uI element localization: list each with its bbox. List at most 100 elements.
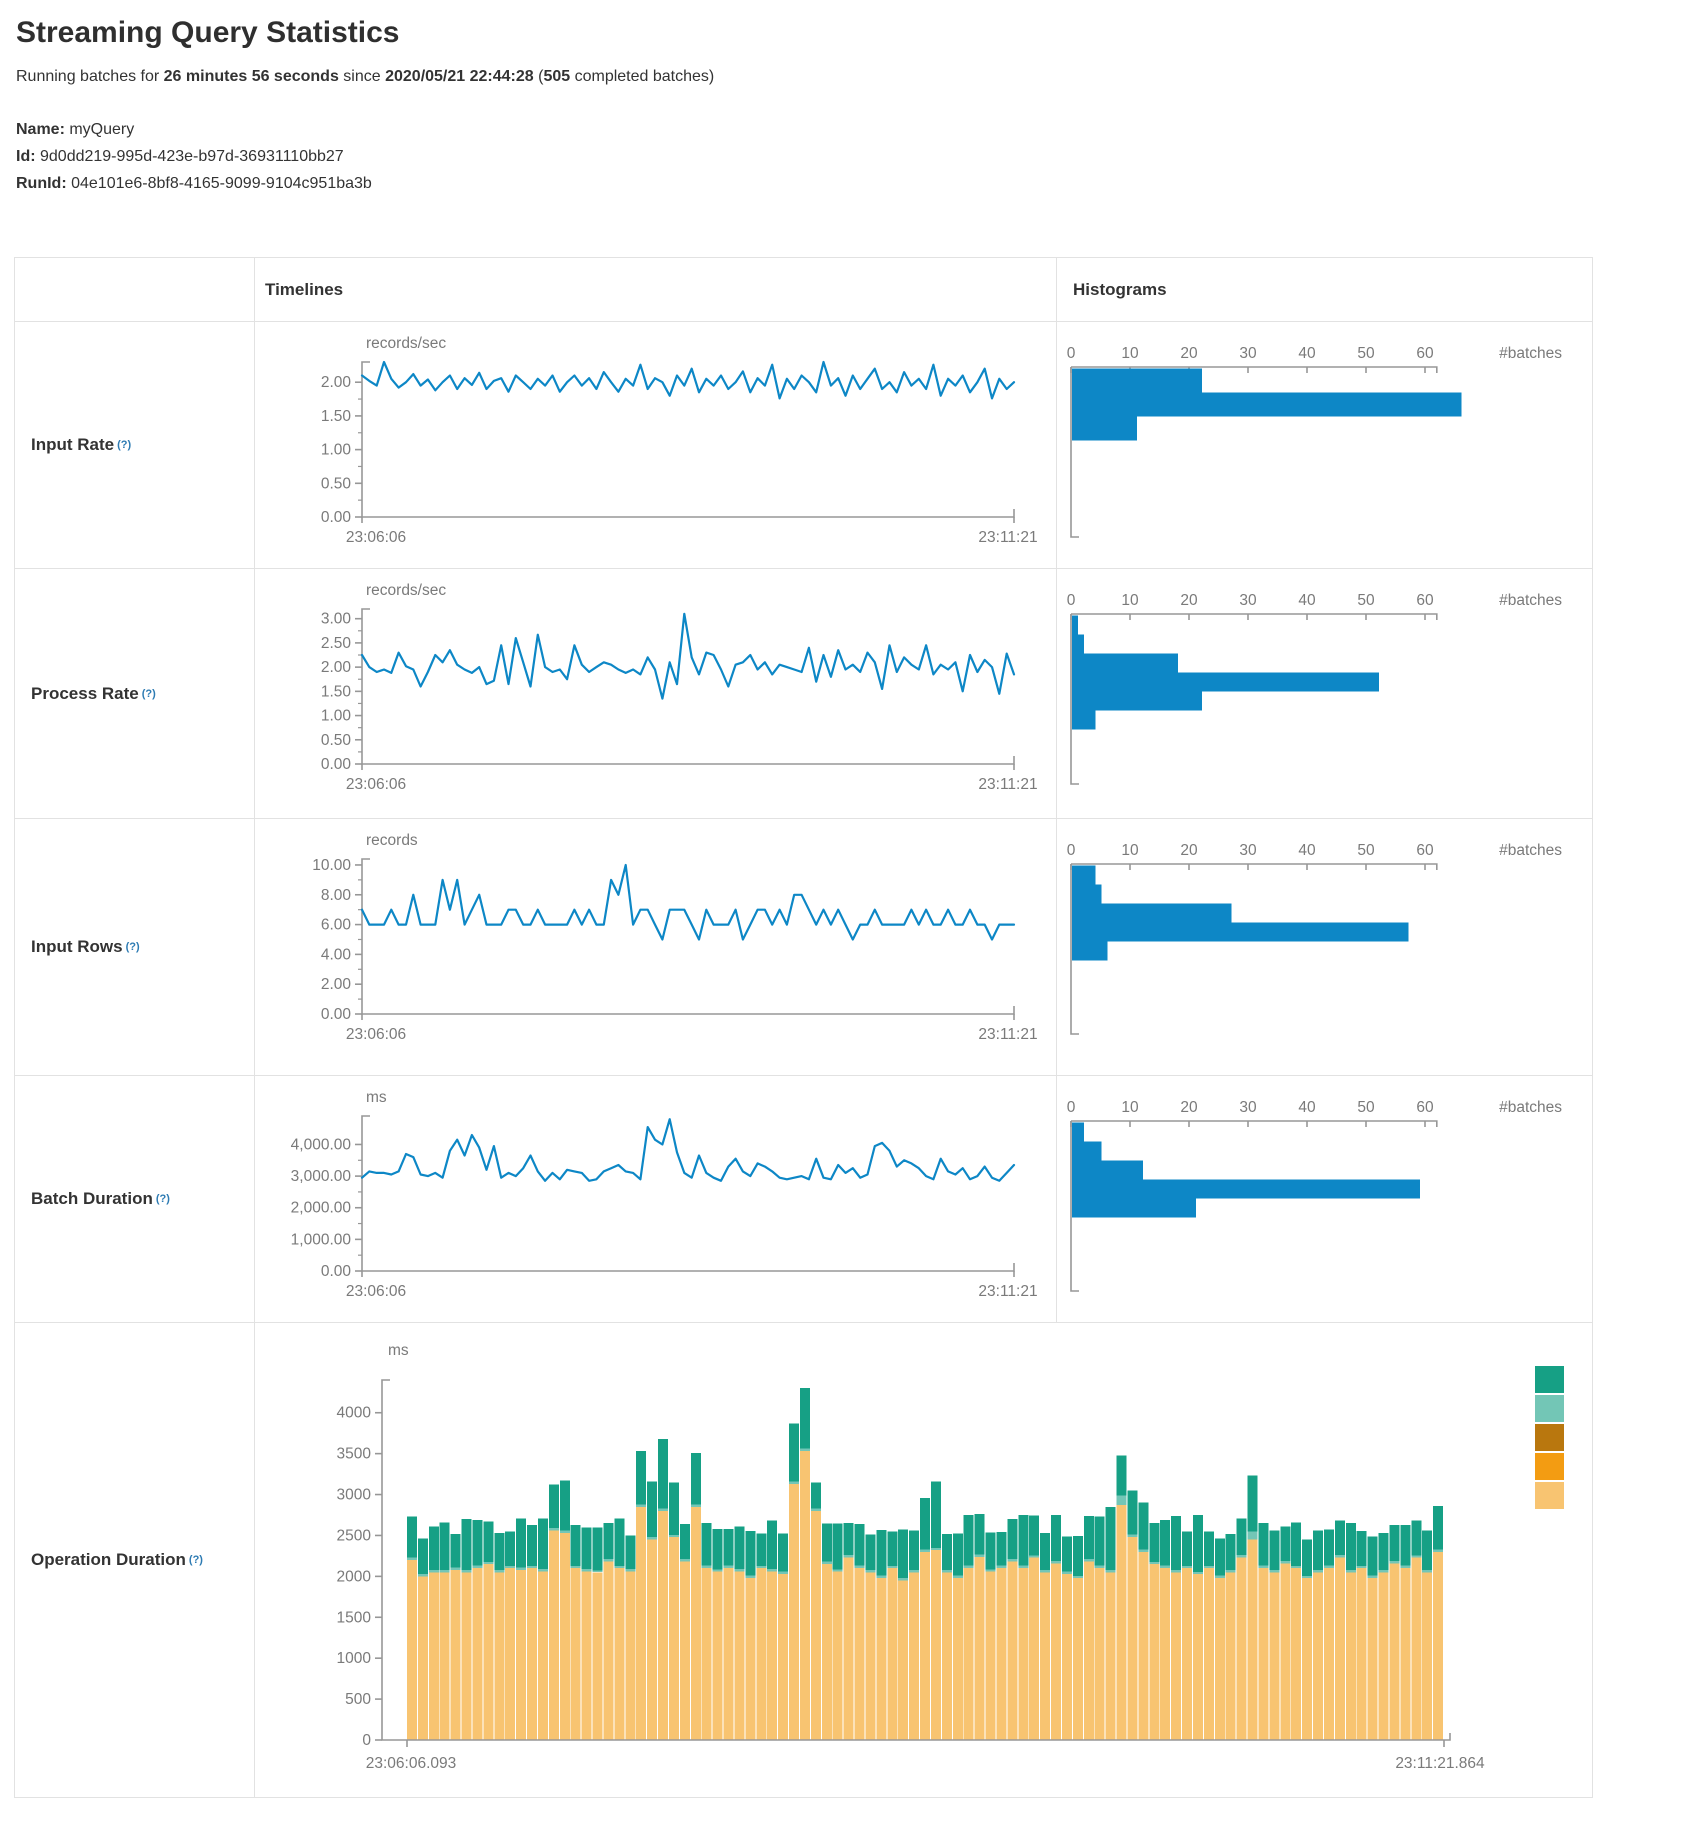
svg-text:1500: 1500 bbox=[337, 1609, 372, 1626]
input-rate-label: Input Rate bbox=[31, 435, 115, 454]
svg-text:10: 10 bbox=[1121, 592, 1139, 609]
completed-batches-count: 505 bbox=[543, 68, 571, 85]
input-rows-label: Input Rows bbox=[31, 937, 123, 956]
svg-text:0.00: 0.00 bbox=[321, 1006, 352, 1023]
running-prefix: Running batches for bbox=[16, 68, 164, 85]
start-time: 2020/05/21 22:44:28 bbox=[385, 68, 534, 85]
row-label-process-rate: Process Rate (?) bbox=[15, 568, 254, 818]
svg-text:23:11:21: 23:11:21 bbox=[978, 1026, 1037, 1043]
process-rate-label: Process Rate bbox=[31, 683, 139, 703]
svg-text:2.00: 2.00 bbox=[321, 659, 352, 676]
input-rate-timeline-chart: records/sec 2.00 1.50 1.00 0.50 0.00 23:06:06 2… bbox=[255, 322, 1056, 568]
svg-text:#batches: #batches bbox=[1499, 345, 1562, 362]
svg-text:2,000.00: 2,000.00 bbox=[291, 1200, 352, 1217]
completed-batches-suffix: completed batches) bbox=[570, 68, 715, 85]
svg-text:0: 0 bbox=[1067, 842, 1076, 859]
svg-text:1.00: 1.00 bbox=[321, 442, 352, 459]
svg-text:30: 30 bbox=[1239, 345, 1257, 362]
svg-text:20: 20 bbox=[1180, 345, 1198, 362]
svg-text:10: 10 bbox=[1121, 345, 1139, 362]
svg-text:0.00: 0.00 bbox=[321, 756, 352, 773]
svg-text:1.50: 1.50 bbox=[321, 408, 352, 425]
svg-text:0: 0 bbox=[1067, 592, 1076, 609]
svg-text:1.00: 1.00 bbox=[321, 708, 352, 725]
svg-text:20: 20 bbox=[1180, 592, 1198, 609]
svg-text:#batches: #batches bbox=[1499, 592, 1562, 609]
id-value: 9d0dd219-995d-423e-b97d-36931110bb27 bbox=[35, 148, 344, 165]
svg-text:40: 40 bbox=[1298, 592, 1316, 609]
svg-text:3,000.00: 3,000.00 bbox=[291, 1168, 352, 1185]
page-title: Streaming Query Statistics bbox=[16, 16, 400, 49]
process-rate-histogram-chart: 0 10 20 30 40 50 60 #batches bbox=[1057, 569, 1592, 818]
svg-text:#batches: #batches bbox=[1499, 1099, 1562, 1116]
batch-duration-label: Batch Duration bbox=[31, 1189, 153, 1208]
histograms-column-header: Histograms bbox=[1056, 258, 1592, 321]
svg-text:1,000.00: 1,000.00 bbox=[291, 1231, 352, 1248]
svg-text:8.00: 8.00 bbox=[321, 887, 352, 904]
svg-text:10: 10 bbox=[1121, 842, 1139, 859]
input-rows-help-icon[interactable]: (?) bbox=[125, 941, 140, 953]
svg-text:records/sec: records/sec bbox=[366, 335, 446, 352]
svg-text:30: 30 bbox=[1239, 842, 1257, 859]
svg-text:0: 0 bbox=[362, 1732, 371, 1749]
svg-text:23:11:21: 23:11:21 bbox=[978, 529, 1037, 546]
input-rate-timeline-cell: records/sec 2.00 1.50 1.00 0.50 0.00 23:06:06 2… bbox=[254, 321, 1056, 568]
row-label-operation-duration: Operation Duration (?) bbox=[15, 1322, 254, 1797]
svg-text:20: 20 bbox=[1180, 842, 1198, 859]
batch-duration-histogram-chart: 0 10 20 30 40 50 60 #batches bbox=[1057, 1076, 1592, 1322]
query-name-line: Name: myQuery bbox=[16, 116, 1693, 143]
svg-text:3.00: 3.00 bbox=[321, 611, 352, 628]
row-label-input-rows: Input Rows (?) bbox=[15, 818, 254, 1075]
running-duration: 26 minutes 56 seconds bbox=[163, 68, 339, 85]
runid-label: RunId: bbox=[16, 175, 67, 192]
batch-duration-timeline-chart: ms 4,000.00 3,000.00 2,000.00 1,000.00 0.00 23… bbox=[255, 1076, 1056, 1322]
svg-text:50: 50 bbox=[1357, 345, 1375, 362]
corner-header-cell bbox=[15, 258, 254, 321]
operation-duration-help-icon[interactable]: (?) bbox=[188, 1554, 203, 1566]
svg-text:40: 40 bbox=[1298, 1099, 1316, 1116]
svg-text:1.50: 1.50 bbox=[321, 683, 352, 700]
operation-duration-chart-cell: ms 4000 3500 3000 2500 2000 1500 1000 500 0 23:06:… bbox=[254, 1322, 1592, 1797]
svg-text:6.00: 6.00 bbox=[321, 917, 352, 934]
svg-text:3500: 3500 bbox=[337, 1446, 372, 1463]
svg-text:ms: ms bbox=[388, 1342, 409, 1359]
svg-text:records: records bbox=[366, 832, 418, 849]
process-rate-help-icon[interactable]: (?) bbox=[141, 687, 156, 700]
svg-text:40: 40 bbox=[1298, 345, 1316, 362]
query-id-line: Id: 9d0dd219-995d-423e-b97d-36931110bb27 bbox=[16, 143, 1693, 170]
svg-text:23:11:21.864: 23:11:21.864 bbox=[1395, 1755, 1485, 1772]
operation-duration-label: Operation Duration bbox=[31, 1550, 186, 1569]
svg-text:23:11:21: 23:11:21 bbox=[978, 1283, 1037, 1300]
svg-text:2.00: 2.00 bbox=[321, 976, 352, 993]
svg-text:50: 50 bbox=[1357, 1099, 1375, 1116]
batch-duration-help-icon[interactable]: (?) bbox=[155, 1193, 170, 1205]
svg-text:#batches: #batches bbox=[1499, 842, 1562, 859]
svg-text:60: 60 bbox=[1416, 842, 1434, 859]
svg-text:500: 500 bbox=[345, 1691, 371, 1708]
svg-text:50: 50 bbox=[1357, 842, 1375, 859]
svg-text:2.50: 2.50 bbox=[321, 635, 352, 652]
name-label: Name: bbox=[16, 121, 65, 138]
runid-value: 04e101e6-8bf8-4165-9099-9104c951ba3b bbox=[66, 175, 372, 192]
svg-text:30: 30 bbox=[1239, 1099, 1257, 1116]
name-value: myQuery bbox=[64, 121, 135, 138]
input-rows-histogram-cell: 0 10 20 30 40 50 60 #batches bbox=[1056, 818, 1592, 1075]
since-word: since bbox=[338, 68, 386, 85]
svg-text:0: 0 bbox=[1067, 345, 1076, 362]
svg-text:1000: 1000 bbox=[337, 1650, 372, 1667]
input-rows-timeline-chart: records 10.00 8.00 6.00 4.00 2.00 0.00 23:06:06… bbox=[255, 819, 1056, 1075]
process-rate-timeline-chart: records/sec 3.00 2.50 2.00 1.50 1.00 0.50 0.00 2… bbox=[255, 569, 1056, 818]
svg-text:4000: 4000 bbox=[337, 1405, 372, 1422]
paren-open: ( bbox=[533, 68, 544, 85]
statistics-table: Timelines Histograms Input Rate (?) recor… bbox=[14, 257, 1593, 1798]
svg-text:0.00: 0.00 bbox=[321, 509, 352, 526]
input-rate-help-icon[interactable]: (?) bbox=[117, 439, 132, 451]
svg-text:23:06:06.093: 23:06:06.093 bbox=[366, 1755, 457, 1772]
svg-text:records/sec: records/sec bbox=[366, 582, 446, 599]
svg-text:10: 10 bbox=[1121, 1099, 1139, 1116]
svg-text:60: 60 bbox=[1416, 345, 1434, 362]
input-rate-histogram-cell: 0 10 20 30 40 50 60 #batches bbox=[1056, 321, 1592, 568]
svg-text:0: 0 bbox=[1067, 1099, 1076, 1116]
svg-text:2500: 2500 bbox=[337, 1527, 372, 1544]
svg-text:20: 20 bbox=[1180, 1099, 1198, 1116]
